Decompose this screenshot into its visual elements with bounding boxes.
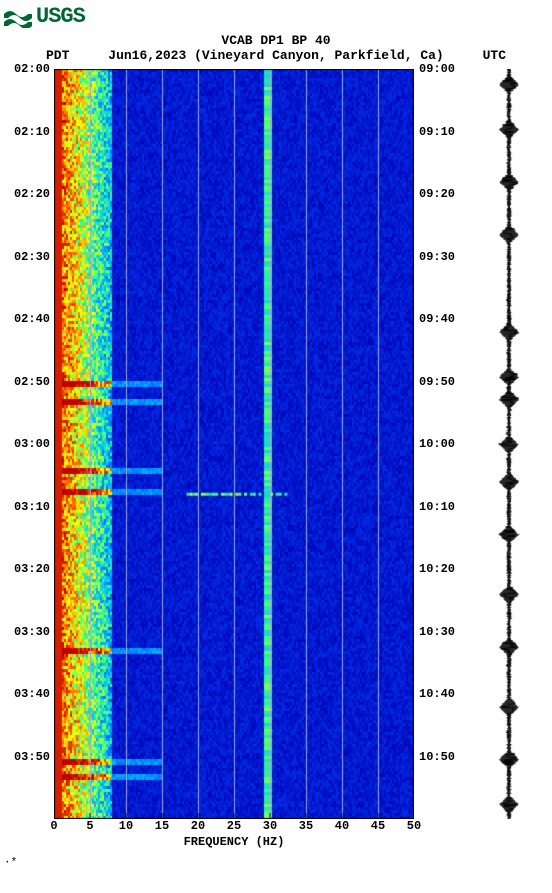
- x-tick: 50: [407, 819, 421, 833]
- spectrogram-heatmap: [54, 69, 414, 819]
- x-tick: 15: [155, 819, 169, 833]
- x-tick: 25: [227, 819, 241, 833]
- x-tick: 5: [86, 819, 93, 833]
- usgs-logo: USGS: [4, 4, 548, 29]
- y-right-tick: 09:00: [419, 62, 455, 76]
- y-right-tick: 10:00: [419, 437, 455, 451]
- y-right-tick: 10:40: [419, 687, 455, 701]
- x-tick: 0: [50, 819, 57, 833]
- logo-text: USGS: [36, 4, 85, 29]
- y-right-tick: 09:50: [419, 375, 455, 389]
- y-axis-left-pdt: 02:0002:1002:2002:3002:4002:5003:0003:10…: [6, 69, 50, 819]
- chart-title: VCAB DP1 BP 40: [46, 33, 506, 48]
- x-tick: 35: [299, 819, 313, 833]
- waveform-canvas: [494, 69, 524, 819]
- y-right-tick: 10:10: [419, 500, 455, 514]
- footer-glyph: ·*: [4, 857, 548, 869]
- y-left-tick: 02:30: [14, 250, 50, 264]
- y-right-tick: 10:30: [419, 625, 455, 639]
- y-right-tick: 09:40: [419, 312, 455, 326]
- y-left-tick: 03:10: [14, 500, 50, 514]
- y-left-tick: 03:30: [14, 625, 50, 639]
- x-tick: 45: [371, 819, 385, 833]
- x-tick: 10: [119, 819, 133, 833]
- x-tick: 40: [335, 819, 349, 833]
- y-left-tick: 02:00: [14, 62, 50, 76]
- y-left-tick: 03:40: [14, 687, 50, 701]
- y-right-tick: 10:20: [419, 562, 455, 576]
- x-tick: 30: [263, 819, 277, 833]
- chart-header: VCAB DP1 BP 40 PDT Jun16,2023 (Vineyard …: [46, 33, 506, 63]
- usgs-wave-icon: [4, 6, 32, 28]
- y-left-tick: 03:00: [14, 437, 50, 451]
- date-station: Jun16,2023 (Vineyard Canyon, Parkfield, …: [108, 48, 443, 63]
- x-tick: 20: [191, 819, 205, 833]
- spectrogram-container: [54, 69, 414, 819]
- left-timezone: PDT: [46, 48, 69, 63]
- y-left-tick: 03:20: [14, 562, 50, 576]
- y-left-tick: 02:10: [14, 125, 50, 139]
- y-left-tick: 02:20: [14, 187, 50, 201]
- y-right-tick: 09:10: [419, 125, 455, 139]
- chart-area: 02:0002:1002:2002:3002:4002:5003:0003:10…: [4, 69, 548, 819]
- waveform-trace: [494, 69, 524, 824]
- right-timezone: UTC: [483, 48, 506, 63]
- y-right-tick: 09:20: [419, 187, 455, 201]
- y-left-tick: 02:50: [14, 375, 50, 389]
- x-axis-frequency: FREQUENCY (HZ) 05101520253035404550: [54, 819, 414, 849]
- y-left-tick: 02:40: [14, 312, 50, 326]
- chart-subtitle-row: PDT Jun16,2023 (Vineyard Canyon, Parkfie…: [46, 48, 506, 63]
- y-left-tick: 03:50: [14, 750, 50, 764]
- y-right-tick: 10:50: [419, 750, 455, 764]
- x-axis-label: FREQUENCY (HZ): [184, 835, 285, 849]
- y-right-tick: 09:30: [419, 250, 455, 264]
